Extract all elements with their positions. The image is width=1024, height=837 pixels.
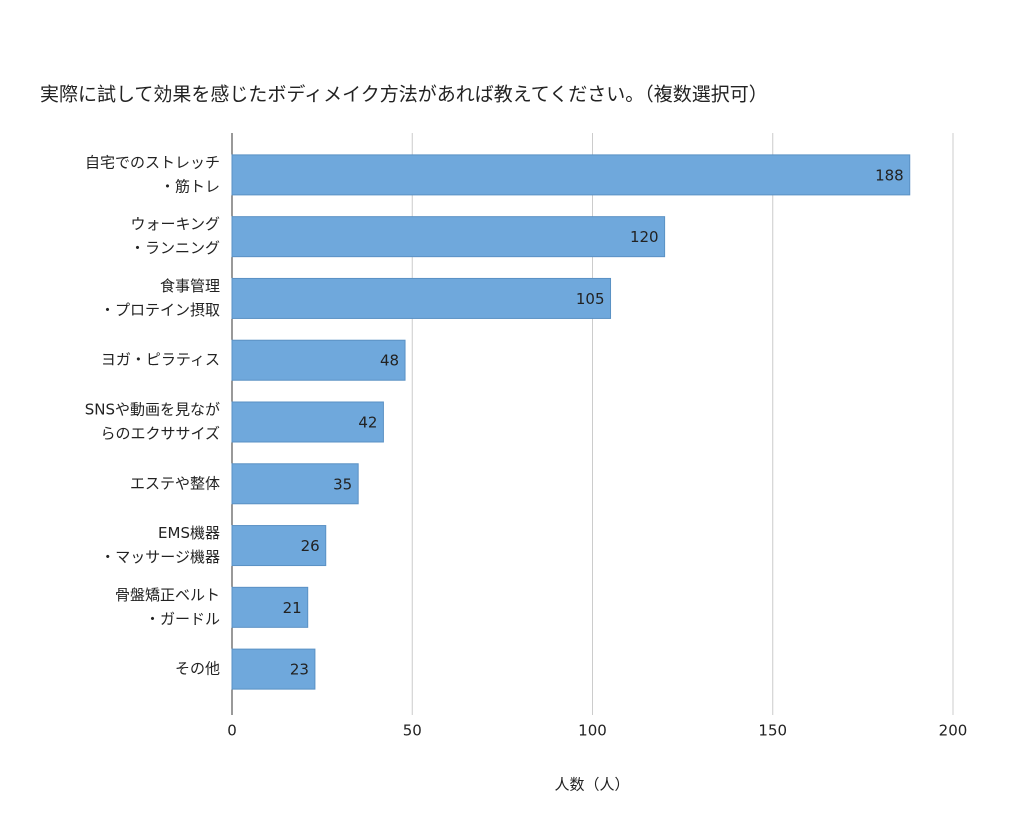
bar <box>231 463 359 505</box>
x-axis-label: 人数（人） <box>554 776 629 794</box>
y-tick-label: ・プロテイン摂取 <box>100 301 220 319</box>
y-tick-label: その他 <box>175 660 220 678</box>
data-label: 120 <box>630 228 659 246</box>
y-tick-label: SNSや動画を見なが <box>85 401 220 419</box>
data-label: 26 <box>301 537 320 555</box>
y-tick-label: ・筋トレ <box>160 177 220 195</box>
y-tick-label: ・マッサージ機器 <box>100 548 220 566</box>
data-label: 105 <box>576 290 605 308</box>
data-label: 21 <box>283 599 302 617</box>
bar <box>231 154 911 196</box>
y-tick-label: エステや整体 <box>130 474 220 492</box>
bar <box>231 648 316 690</box>
bar <box>231 401 384 443</box>
x-tick-label: 0 <box>227 722 237 740</box>
y-tick-label: ・ランニング <box>130 239 220 257</box>
y-tick-label: ウォーキング <box>130 215 220 233</box>
x-tick-label: 50 <box>403 722 422 740</box>
y-tick-label: ・ガードル <box>145 610 220 628</box>
bar <box>231 525 327 567</box>
data-label: 48 <box>380 352 399 370</box>
chart-title: 実際に試して効果を感じたボディメイク方法があれば教えてください。（複数選択可） <box>40 84 768 106</box>
data-label: 35 <box>333 475 352 493</box>
x-tick-label: 200 <box>939 722 968 740</box>
y-tick-label: 食事管理 <box>160 277 220 295</box>
bar <box>231 216 666 258</box>
x-tick-label: 150 <box>758 722 787 740</box>
data-label: 42 <box>358 414 377 432</box>
bar <box>231 339 406 381</box>
bar <box>231 586 309 628</box>
y-tick-label: ヨガ・ピラティス <box>101 351 220 369</box>
bar <box>231 277 612 319</box>
x-tick-label: 100 <box>578 722 607 740</box>
y-tick-label: 骨盤矯正ベルト <box>115 586 220 604</box>
y-tick-label: EMS機器 <box>158 524 220 542</box>
y-tick-label: 自宅でのストレッチ <box>85 153 220 171</box>
y-tick-label: らのエクササイズ <box>100 425 220 443</box>
data-label: 188 <box>875 166 904 184</box>
data-label: 23 <box>290 661 309 679</box>
